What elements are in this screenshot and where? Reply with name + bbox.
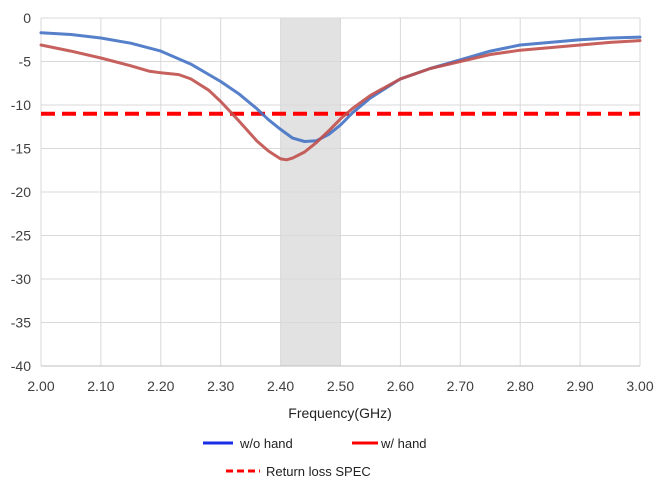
x-tick-label: 2.20 (147, 378, 174, 394)
legend-label-return-loss-spec: Return loss SPEC (266, 464, 371, 479)
x-tick-label: 2.40 (267, 378, 294, 394)
legend-label-wo-hand: w/o hand (239, 436, 293, 451)
legend-item-wo-hand: w/o hand (203, 436, 293, 451)
x-tick-label: 2.70 (447, 378, 474, 394)
legend-item-w-hand: w/ hand (352, 436, 427, 451)
x-tick-label: 2.60 (387, 378, 414, 394)
series-line-w-hand (39, 39, 642, 162)
y-tick-label: -15 (11, 141, 31, 157)
legend: w/o hand w/ hand Return loss SPEC (203, 436, 427, 479)
y-tick-label: -25 (11, 228, 31, 244)
plot-series (39, 31, 642, 162)
y-tick-label: -20 (11, 184, 31, 200)
x-tick-label: 3.00 (626, 378, 653, 394)
y-tick-label: 0 (23, 10, 31, 26)
x-tick-label: 2.90 (566, 378, 593, 394)
x-tick-label: 2.00 (27, 378, 54, 394)
y-tick-label: -30 (11, 271, 31, 287)
legend-label-w-hand: w/ hand (380, 436, 427, 451)
legend-item-return-loss-spec: Return loss SPEC (226, 464, 371, 479)
x-tick-label: 2.50 (327, 378, 354, 394)
y-tick-label: -5 (19, 54, 32, 70)
y-tick-label: -10 (11, 97, 31, 113)
x-axis-title: Frequency(GHz) (288, 405, 391, 421)
y-tick-label: -40 (11, 358, 31, 374)
axis-tick-labels: 2.00 2.10 2.20 2.30 2.40 2.50 2.60 2.70 2.80 2.90… (11, 10, 654, 394)
gridlines (40, 17, 641, 367)
y-tick-label: -35 (11, 315, 31, 331)
x-tick-label: 2.30 (207, 378, 234, 394)
x-tick-label: 2.80 (507, 378, 534, 394)
x-tick-label: 2.10 (87, 378, 114, 394)
